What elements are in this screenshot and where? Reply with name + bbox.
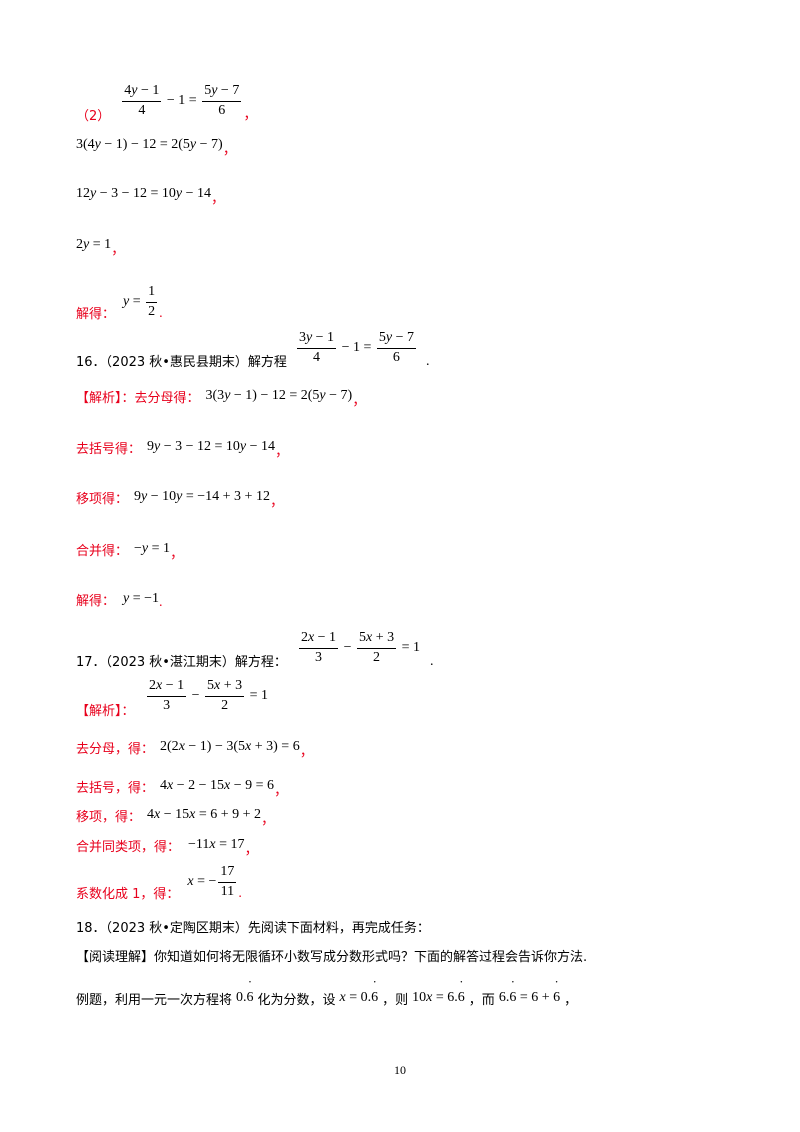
solution-step: 移项得： 9y − 10y = −14 + 3 + 12 ， xyxy=(76,489,284,510)
solution-step: 移项，得： 4x − 15x = 6 + 9 + 2 ， xyxy=(76,807,276,828)
solution-label: 解得： xyxy=(76,307,116,322)
comma: ， xyxy=(243,108,258,123)
solution-step: 去括号得： 9y − 3 − 12 = 10y − 14 ， xyxy=(76,439,290,460)
step-line: 12y − 3 − 12 = 10y − 14 ， xyxy=(76,186,226,207)
solution-step: 【解析】：去分母得： 3(3y − 1) − 12 = 2(5y − 7) ， xyxy=(76,388,367,409)
page-number: 10 xyxy=(394,1063,406,1077)
analysis-label: 【解析】： xyxy=(76,703,135,719)
solution-step: 系数化成 1，得： x = −17 11 . xyxy=(76,864,242,902)
reading-comprehension: 【阅读理解】你知道如何将无限循环小数写成分数形式吗？下面的解答过程会告诉你方法. xyxy=(76,944,587,966)
analysis-label-line: 【解析】： xyxy=(76,698,135,720)
question-18-text: 18．（2023 秋•定陶区期末）先阅读下面材料，再完成任务： xyxy=(76,920,430,936)
question-18: 18．（2023 秋•定陶区期末）先阅读下面材料，再完成任务： xyxy=(76,915,430,937)
solution-step: 去分母，得： 2(2x − 1) − 3(5x + 3) = 6 ， xyxy=(76,739,314,760)
step-line: 2y = 1 ， xyxy=(76,237,126,258)
solution-step: 合并同类项，得： −11x = 17 ， xyxy=(76,837,259,858)
question-16-text: 16．（2023 秋•惠民县期末）解方程 xyxy=(76,355,287,370)
solution-step: 去括号，得： 4x − 2 − 15x − 9 = 6 ， xyxy=(76,778,289,799)
question-17-text: 17．（2023 秋•湛江期末）解方程： xyxy=(76,655,287,670)
solution-step: 合并得： −y = 1 ， xyxy=(76,541,185,562)
problem-2-label: （2） xyxy=(76,109,111,124)
solution-step: 解得： y = −1 . xyxy=(76,591,163,610)
example-line: 例题，利用一元一次方程将 0.6 化为分数，设 x = 0.6 ，则 10x =… xyxy=(76,985,577,1011)
step-line: 3(4y − 1) − 12 = 2(5y − 7) ， xyxy=(76,137,237,158)
reading-text: 【阅读理解】你知道如何将无限循环小数写成分数形式吗？下面的解答过程会告诉你方法. xyxy=(76,949,588,965)
